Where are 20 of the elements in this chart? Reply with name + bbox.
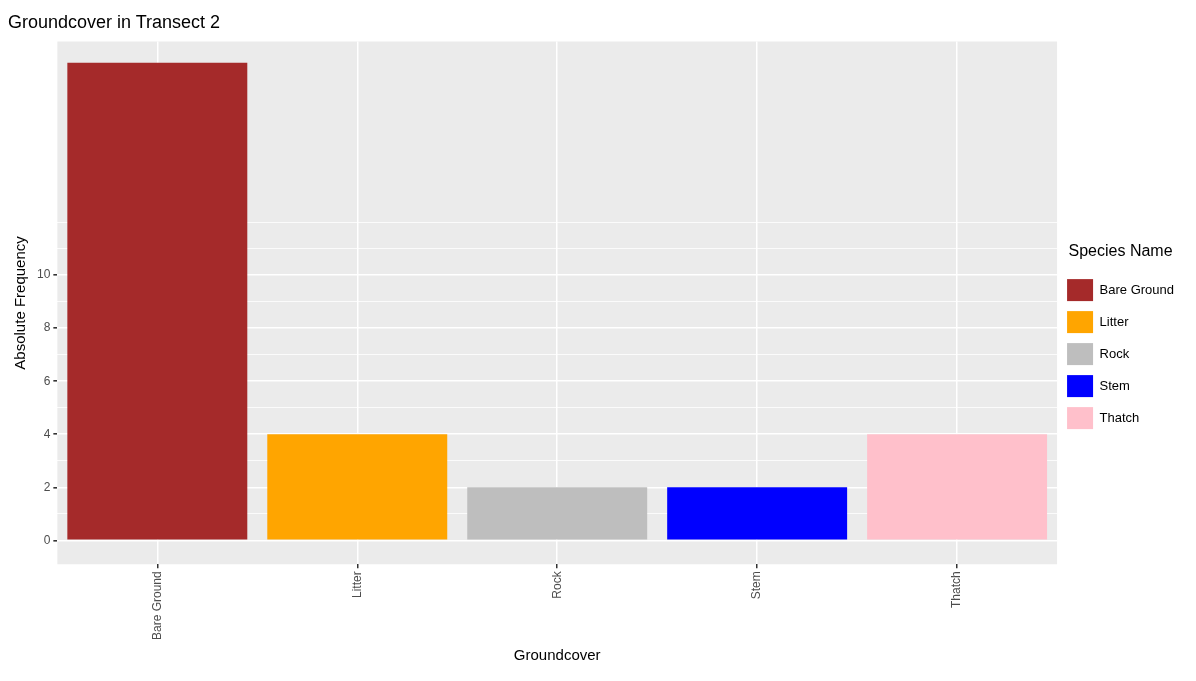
legend-label: Litter — [1099, 313, 1130, 329]
x-tick-label: Bare Ground — [149, 571, 164, 641]
legend-title: Species Name — [1068, 242, 1173, 260]
y-tick-label: 6 — [43, 373, 51, 388]
x-tick-label: Thatch — [949, 571, 964, 608]
y-axis-title: Absolute Frequency — [11, 235, 29, 370]
x-axis-title: Groundcover — [513, 646, 601, 664]
chart-title: Groundcover in Transect 2 — [8, 11, 221, 32]
x-tick-label: Rock — [549, 570, 564, 599]
y-tick-label: 2 — [43, 479, 51, 494]
y-tick-label: 8 — [43, 320, 51, 335]
y-tick-label: 0 — [43, 532, 51, 547]
x-tick-label: Stem — [749, 571, 764, 600]
legend-label: Stem — [1099, 377, 1130, 393]
x-tick-label: Litter — [349, 571, 364, 598]
legend-label: Rock — [1099, 345, 1130, 361]
legend-label: Bare Ground — [1099, 281, 1174, 297]
y-tick-label: 4 — [43, 426, 51, 441]
legend-label: Thatch — [1099, 409, 1140, 425]
y-tick-label: 10 — [36, 267, 51, 282]
